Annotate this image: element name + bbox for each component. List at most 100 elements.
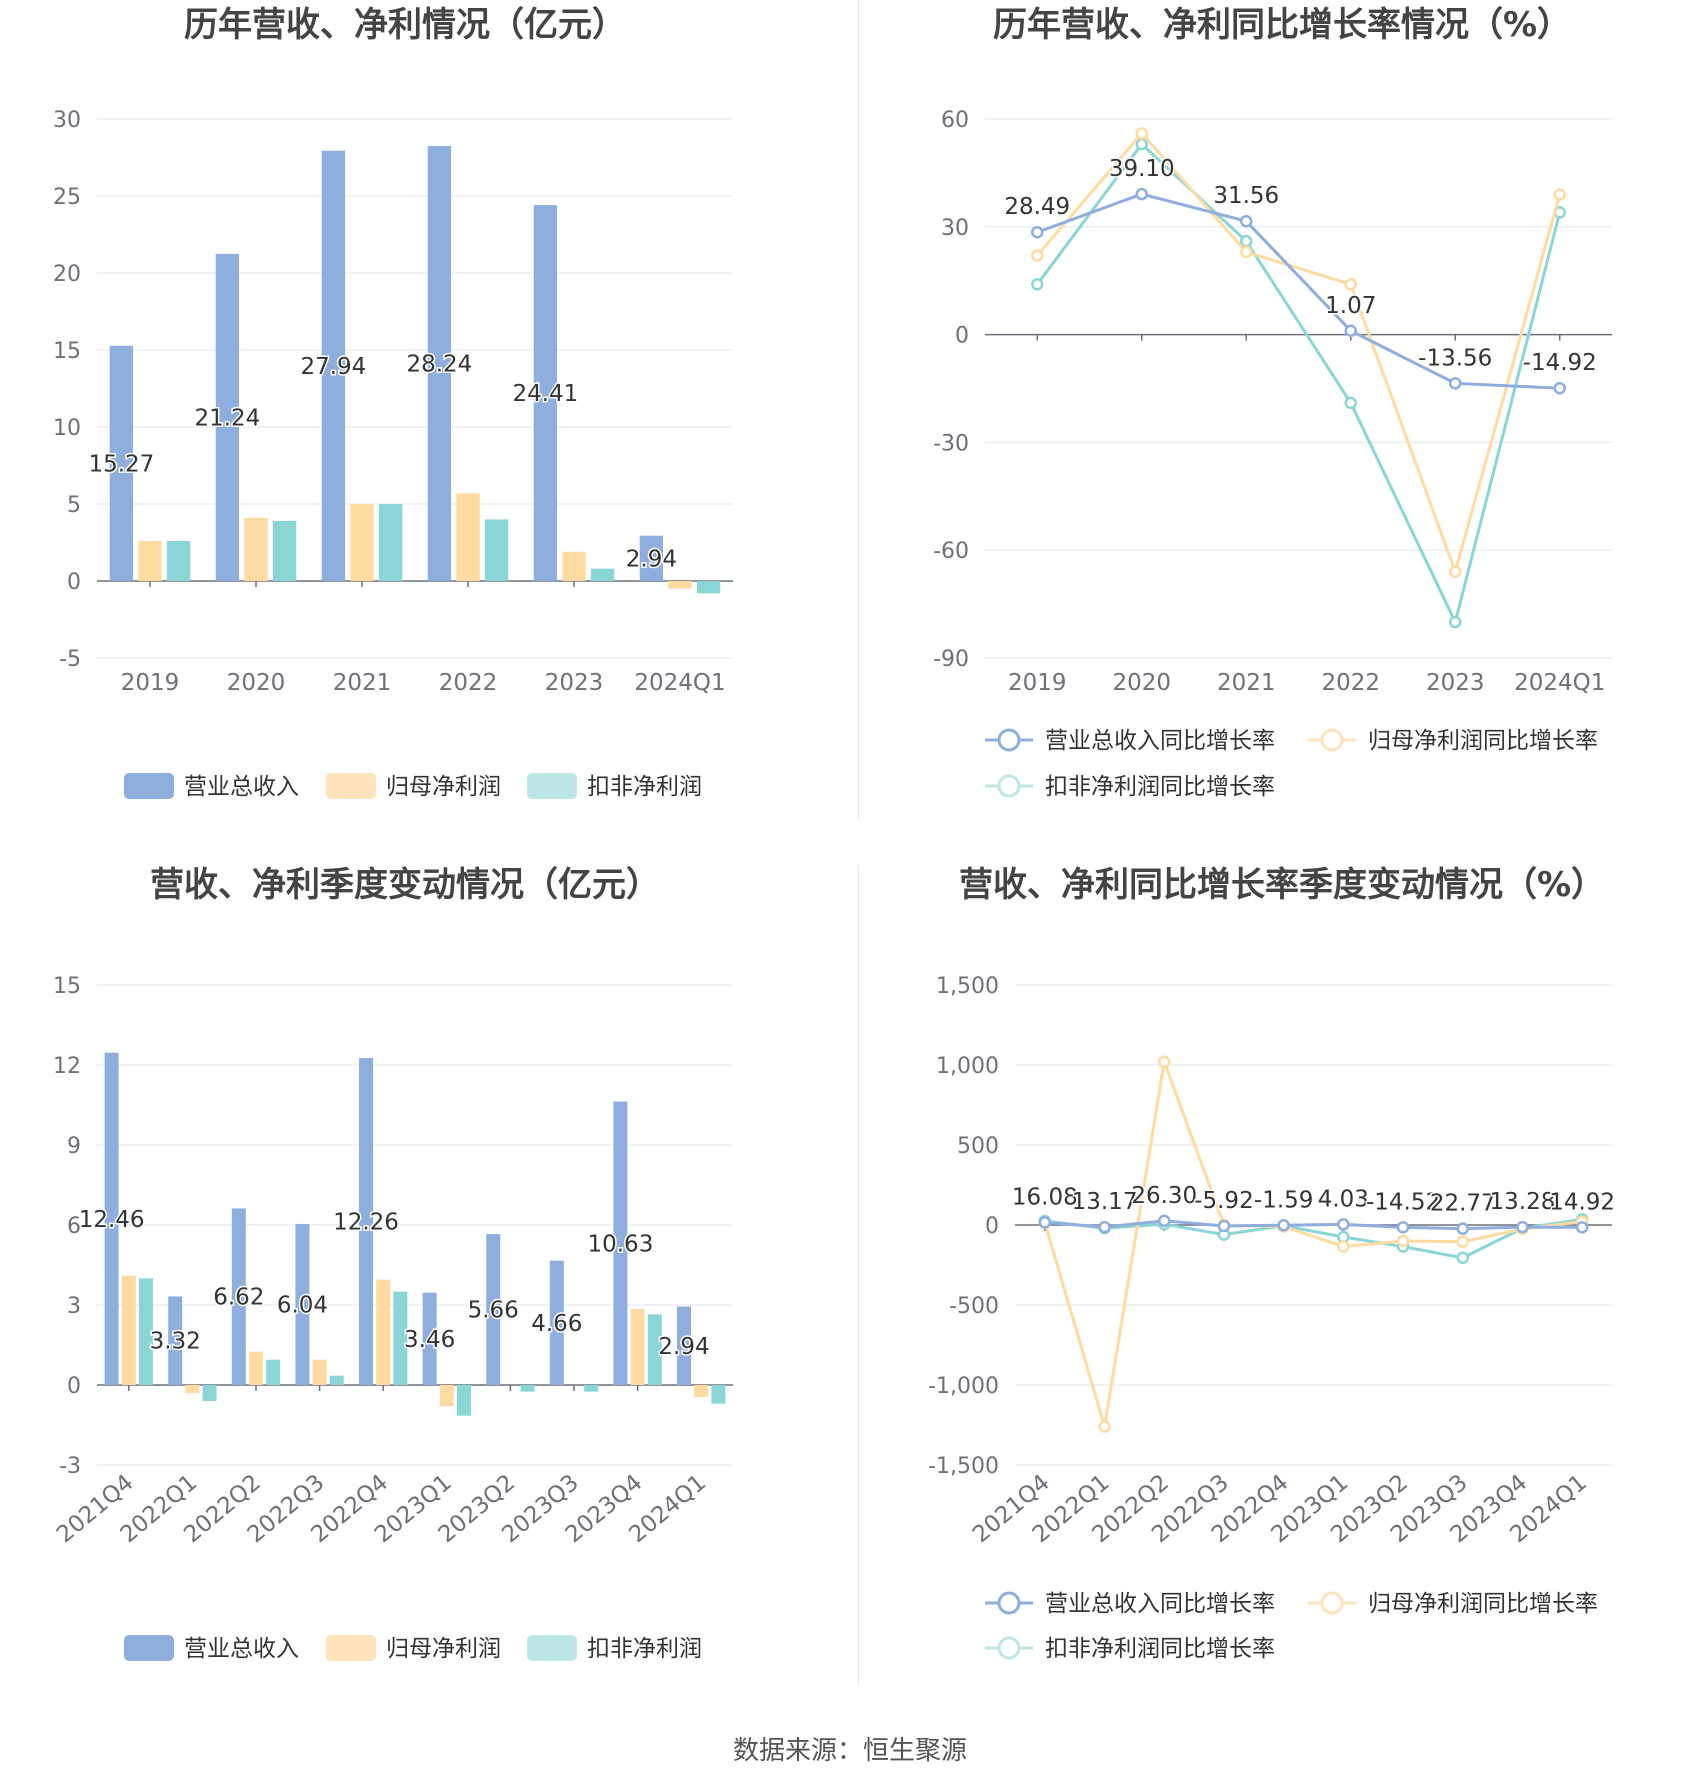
x-tick-label: 2022 xyxy=(1321,670,1380,696)
bar-series-0 xyxy=(677,1306,692,1385)
bar-series-1 xyxy=(249,1351,263,1385)
data-label: 6.62 xyxy=(213,1285,264,1311)
y-tick-label: -5 xyxy=(59,647,81,672)
y-tick-label: 0 xyxy=(67,1374,81,1399)
bar-series-2 xyxy=(484,519,509,581)
y-tick-label: -1,000 xyxy=(928,1374,999,1399)
legend-label: 归母净利润 xyxy=(386,774,501,800)
data-label: 28.24 xyxy=(406,352,472,378)
x-tick-label: 2021 xyxy=(1217,670,1276,696)
bar-series-1 xyxy=(121,1275,136,1385)
plot-area: 28.49 39.10 31.56 1.07 -13.56 -14.92 xyxy=(1003,127,1598,629)
bar-series-0 xyxy=(109,345,134,581)
bar-series-2 xyxy=(166,540,191,581)
bar-series-2 xyxy=(696,581,721,594)
legend-label: 营业总收入同比增长率 xyxy=(1045,728,1275,754)
line-point-series-1 xyxy=(1553,188,1566,201)
line-point-series-0 xyxy=(1553,381,1566,395)
legend-swatch xyxy=(326,773,376,799)
bar-series-0 xyxy=(422,1292,437,1385)
line-point-series-2 xyxy=(1031,278,1044,291)
line-point-series-2 xyxy=(1135,137,1148,151)
data-label: 12.46 xyxy=(79,1207,145,1233)
x-tick-label: 2023 xyxy=(545,670,604,696)
bar-series-1 xyxy=(439,1385,454,1407)
bar-series-0 xyxy=(613,1101,628,1385)
y-tick-label: 30 xyxy=(53,108,81,133)
legend-marker xyxy=(997,728,1021,752)
data-label: 28.49 xyxy=(1004,194,1070,220)
y-tick-label: 10 xyxy=(53,416,81,441)
bar-series-2 xyxy=(272,520,297,581)
annual-revenue-profit-svg: 历年营收、净利情况（亿元） -5 0 5 10 15 20 25 30 2019 2020 202… xyxy=(53,5,733,800)
data-label: 21.24 xyxy=(194,405,260,431)
line-point-series-2 xyxy=(1449,615,1462,629)
data-label: -14.92 xyxy=(1523,350,1597,376)
line-point-series-0 xyxy=(1449,377,1462,390)
legend-label: 营业总收入同比增长率 xyxy=(1045,1591,1275,1617)
y-tick-label: 15 xyxy=(53,974,81,999)
y-tick-label: 12 xyxy=(53,1054,81,1079)
data-label: 3.46 xyxy=(404,1327,455,1353)
line-point-series-0 xyxy=(1158,1214,1171,1228)
data-label: 4.66 xyxy=(531,1311,582,1337)
y-tick-label: 0 xyxy=(67,570,81,595)
bar-series-1 xyxy=(668,581,692,589)
legend-label: 营业总收入 xyxy=(184,1636,299,1662)
legend-swatch xyxy=(124,1635,174,1661)
line-point-series-1 xyxy=(1240,245,1253,259)
bar-series-0 xyxy=(168,1296,183,1385)
data-label: -5.92 xyxy=(1194,1188,1254,1214)
legend: 营业总收入 归母净利润 扣非净利润 xyxy=(124,773,702,800)
bar-series-2 xyxy=(329,1375,344,1385)
x-tick-label: 2024Q1 xyxy=(634,670,725,696)
y-axis: -5 0 5 10 15 20 25 30 xyxy=(53,108,733,672)
line-point-series-1 xyxy=(1396,1234,1410,1248)
x-axis: 2019 2020 2021 2022 2023 2024Q1 xyxy=(97,580,733,696)
legend-marker xyxy=(997,774,1021,798)
bar-series-0 xyxy=(104,1052,119,1385)
x-tick-label: 2020 xyxy=(1112,670,1171,696)
y-axis: -1,500 -1,000 -500 0 500 1,000 1,500 xyxy=(928,974,1612,1479)
data-label: 6.04 xyxy=(277,1292,328,1318)
bar-series-1 xyxy=(312,1359,327,1385)
annual-growth-rate-svg: 历年营收、净利同比增长率情况（%） -90 -60 -30 0 30 60 2019 202… xyxy=(933,5,1612,800)
line-series-1 xyxy=(1036,131,1562,577)
x-tick-label: 2019 xyxy=(1008,670,1067,696)
y-tick-label: -3 xyxy=(59,1454,81,1479)
data-label: 2.94 xyxy=(658,1334,709,1360)
chart-title: 营收、净利同比增长率季度变动情况（%） xyxy=(959,865,1605,905)
data-label: 24.41 xyxy=(512,381,578,407)
data-label: 22.77 xyxy=(1430,1191,1496,1217)
y-tick-label: -60 xyxy=(933,539,969,564)
data-label: 31.56 xyxy=(1213,183,1279,209)
y-tick-label: 500 xyxy=(957,1134,999,1159)
legend-label: 扣非净利润同比增长率 xyxy=(1045,1636,1275,1662)
legend-label: 归母净利润同比增长率 xyxy=(1368,1591,1598,1617)
bar-series-2 xyxy=(456,1385,471,1416)
y-tick-label: -1,500 xyxy=(928,1454,999,1479)
bar-series-1 xyxy=(456,493,480,581)
quarterly-revenue-profit-chart: 营收、净利季度变动情况（亿元） -3 0 3 6 9 12 15 2021Q4 2022Q1 2… xyxy=(0,860,850,1720)
line-point-series-0 xyxy=(1344,324,1357,338)
y-tick-label: 30 xyxy=(941,216,969,241)
line-point-series-1 xyxy=(1337,1240,1350,1253)
legend-label: 归母净利润 xyxy=(386,1636,501,1662)
bar-series-0 xyxy=(533,205,558,581)
divider-bottom xyxy=(858,865,859,1685)
line-point-series-1 xyxy=(1031,249,1044,262)
line-point-series-1 xyxy=(1449,565,1462,579)
data-label: 14.92 xyxy=(1549,1189,1615,1215)
line-point-series-0 xyxy=(1337,1218,1350,1231)
line-point-series-0 xyxy=(1277,1219,1290,1232)
bar-series-0 xyxy=(639,535,664,581)
line-point-series-0 xyxy=(1456,1222,1469,1235)
legend-label: 归母净利润同比增长率 xyxy=(1368,728,1598,754)
plot-area: 15.27 21.24 27.94 28.24 24.41 2.94 xyxy=(87,146,721,594)
y-tick-label: -90 xyxy=(933,647,969,672)
bar-series-2 xyxy=(584,1385,599,1392)
x-tick-label: 2023 xyxy=(1426,670,1485,696)
line-point-series-2 xyxy=(1240,234,1253,248)
data-label: 3.32 xyxy=(150,1329,201,1355)
legend-label: 扣非净利润 xyxy=(587,1636,702,1662)
